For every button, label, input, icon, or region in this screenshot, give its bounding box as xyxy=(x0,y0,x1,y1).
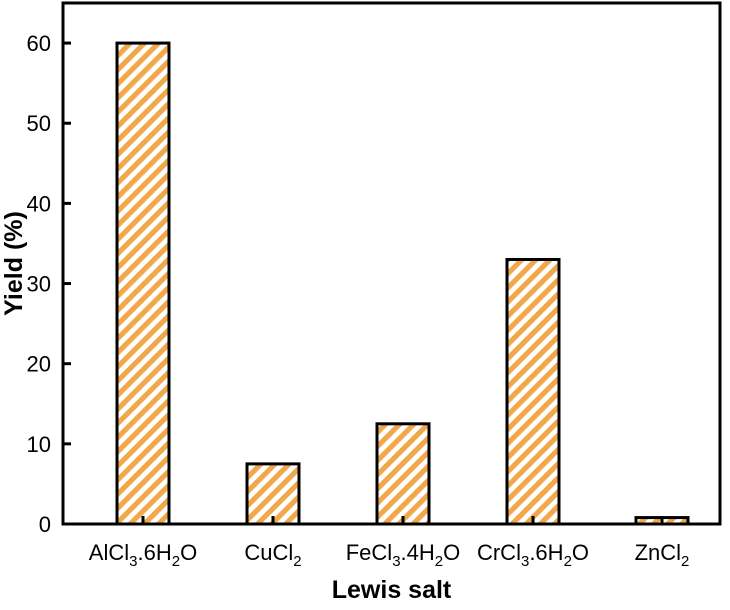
bars xyxy=(115,41,690,526)
bar-AlCl3.6H2O xyxy=(115,41,171,526)
x-axis-category-labels: AlCl3.6H2O CuCl2 FeCl3.4H2O CrCl3.6H2O ZnCl2 xyxy=(89,516,690,570)
bar-FeCl3.4H2O xyxy=(375,422,431,526)
bar-CrCl3.6H2O xyxy=(505,257,561,526)
y-tick-label: 20 xyxy=(27,352,51,377)
y-tick-label: 40 xyxy=(27,191,51,216)
x-category-label: CrCl3.6H2O xyxy=(477,540,589,570)
bar-CuCl2 xyxy=(245,462,301,526)
y-tick-label: 10 xyxy=(27,432,51,457)
x-category-label: CuCl2 xyxy=(244,540,301,570)
plot-frame xyxy=(61,1,722,526)
y-tick-label: 0 xyxy=(39,512,51,537)
y-tick-label: 50 xyxy=(27,111,51,136)
y-tick-label: 60 xyxy=(27,31,51,56)
x-category-label: FeCl3.4H2O xyxy=(346,540,461,570)
x-axis-title: Lewis salt xyxy=(332,576,452,604)
y-tick-label: 30 xyxy=(27,272,51,297)
y-axis-ticks: 0 10 20 30 40 50 60 xyxy=(27,31,71,537)
y-axis-title: Yield (%) xyxy=(0,211,28,316)
x-category-label: ZnCl2 xyxy=(635,540,690,570)
x-category-label: AlCl3.6H2O xyxy=(89,540,197,570)
